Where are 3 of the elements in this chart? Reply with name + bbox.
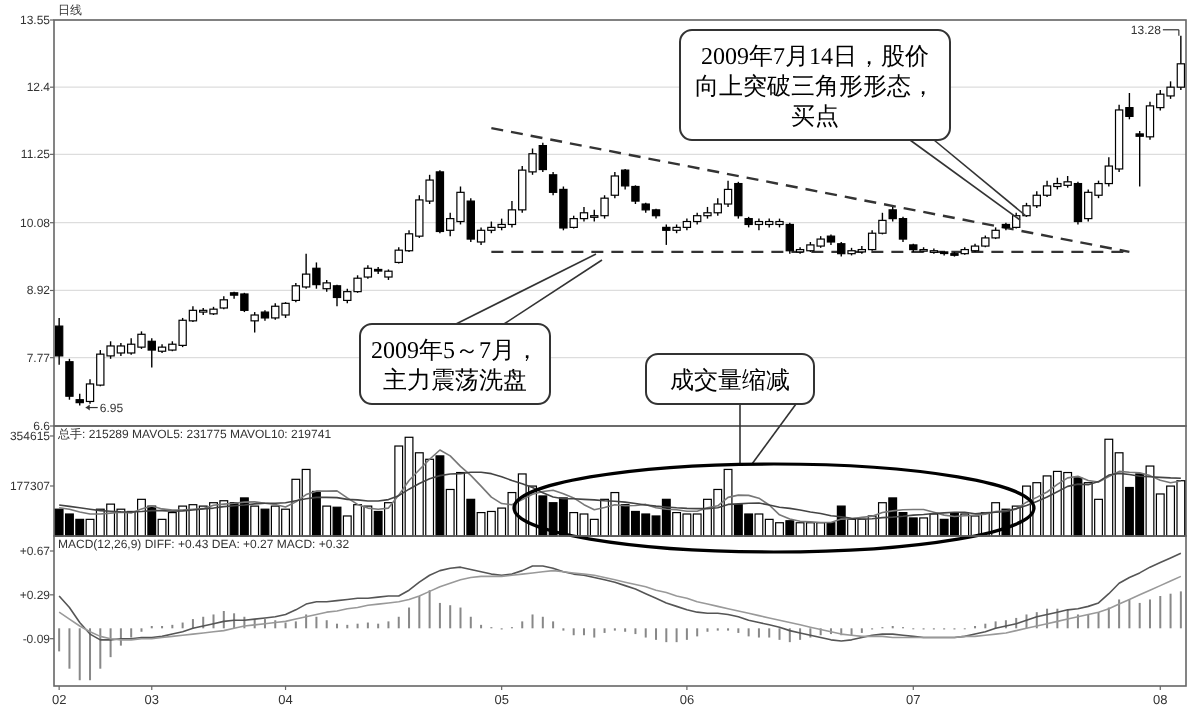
annotation: 2009年7月14日，股价向上突破三角形形态，买点 — [695, 42, 935, 130]
annotation: 2009年5～7月，主力震荡洗盘 — [371, 336, 539, 394]
annotation: 成交量缩减 — [670, 366, 790, 394]
